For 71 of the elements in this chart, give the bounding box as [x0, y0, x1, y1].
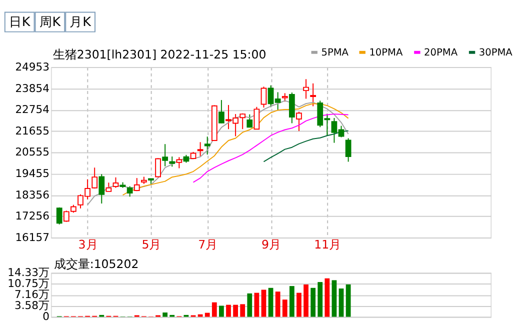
- y-tick-label: 10.75万: [8, 277, 50, 290]
- y-tick-label: 18356: [15, 188, 50, 202]
- candlestick: [303, 78, 309, 100]
- candlestick: [260, 86, 267, 108]
- bar: [268, 288, 274, 317]
- bar: [226, 304, 231, 317]
- candlestick: [98, 174, 105, 204]
- candlestick: [218, 100, 224, 124]
- legend-label: 10PMA: [369, 47, 403, 58]
- bar: [275, 292, 280, 317]
- x-tick-label: 7月: [198, 238, 218, 252]
- bar: [332, 280, 337, 317]
- y-tick-label: 14.33万: [8, 266, 50, 280]
- legend-label: 5PMA: [321, 47, 349, 58]
- candlestick: [134, 178, 140, 192]
- chart-title: 成交量:105202: [54, 256, 139, 271]
- candlestick: [254, 106, 260, 130]
- y-tick-label: 24953: [15, 60, 50, 74]
- x-tick-label: 9月: [262, 238, 282, 252]
- candlestick: [56, 206, 62, 225]
- candlestick: [155, 158, 161, 178]
- bar: [212, 302, 217, 317]
- legend-label: 20PMA: [424, 47, 458, 58]
- bar: [338, 288, 344, 317]
- bar: [304, 284, 308, 317]
- y-tick-label: 16157: [15, 230, 50, 244]
- y-tick-label: 17256: [15, 210, 50, 223]
- bar: [204, 312, 210, 317]
- x-tick-label: 3月: [78, 238, 98, 252]
- candlestick: [176, 156, 182, 169]
- bar: [247, 293, 252, 317]
- text: 月K: [70, 14, 92, 30]
- candlestick: [288, 92, 295, 124]
- x-tick-label: 11月: [314, 238, 342, 252]
- bar: [261, 290, 266, 317]
- candlestick: [162, 144, 168, 167]
- y-tick-label: 19455: [15, 167, 50, 180]
- bar: [282, 300, 288, 317]
- candlestick: [345, 138, 352, 162]
- bar: [310, 288, 316, 317]
- bar: [254, 292, 260, 317]
- candlestick: [126, 186, 133, 198]
- text: 日K: [8, 14, 31, 30]
- bar: [162, 312, 168, 317]
- candlestick: [197, 142, 204, 157]
- bar: [219, 306, 224, 317]
- candlestick: [296, 111, 302, 132]
- y-tick-label: 21655: [15, 124, 50, 138]
- y-tick-label: 3.58万: [14, 299, 50, 312]
- bar: [324, 278, 330, 317]
- text: 周K: [39, 14, 62, 30]
- bar: [198, 314, 203, 317]
- x-tick-label: 5月: [142, 238, 162, 252]
- candlestick: [246, 114, 253, 128]
- y-tick-label: 22754: [15, 103, 50, 116]
- bar: [289, 286, 294, 317]
- bar: [346, 284, 351, 317]
- y-tick-label: 0: [42, 310, 50, 324]
- legend-label: 30PMA: [478, 47, 513, 58]
- candlestick: [204, 136, 210, 156]
- bar: [296, 292, 302, 317]
- bar: [318, 282, 323, 317]
- candlestick: [112, 176, 119, 188]
- y-tick-label: 23854: [15, 82, 50, 95]
- bar: [240, 304, 246, 317]
- candlestick: [169, 156, 176, 168]
- chart-title: 生猪2301[lh2301] 2022-11-25 15:00: [52, 47, 266, 62]
- y-tick-label: 7.16万: [14, 288, 50, 302]
- bar: [233, 304, 238, 317]
- y-tick-label: 20555: [15, 146, 50, 159]
- candlestick: [310, 82, 316, 107]
